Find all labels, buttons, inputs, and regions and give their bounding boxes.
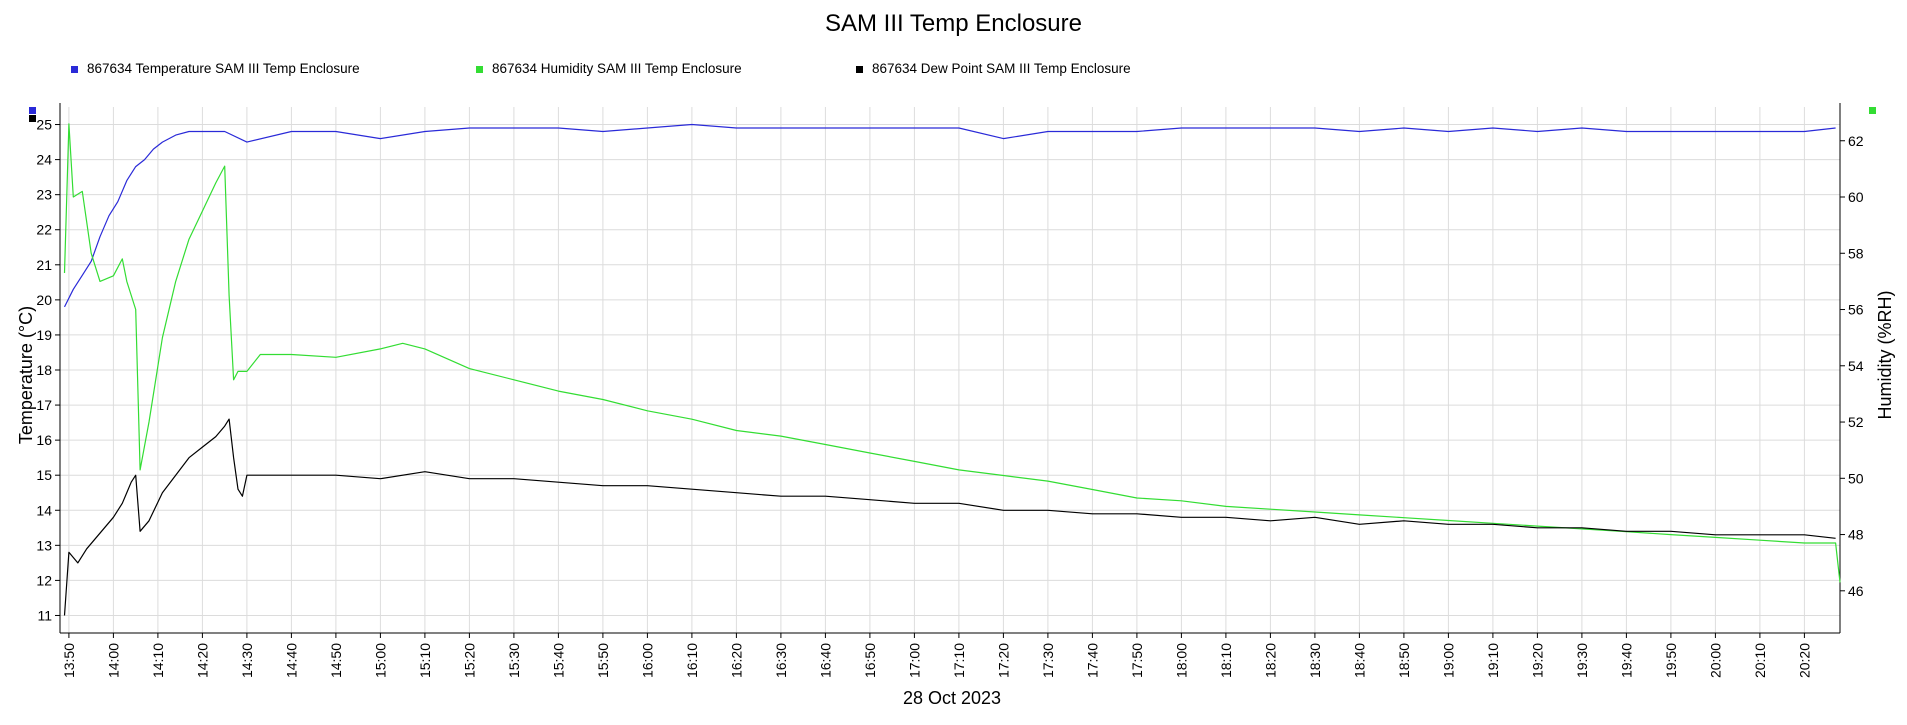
legend-label-dewpoint: 867634 Dew Point SAM III Temp Enclosure <box>872 61 1131 76</box>
x-tick-label: 18:30 <box>1307 643 1323 678</box>
y-tick-label-right: 52 <box>1848 414 1864 430</box>
x-tick-label: 19:00 <box>1440 643 1456 678</box>
legend-item-temperature: 867634 Temperature SAM III Temp Enclosur… <box>71 61 360 76</box>
x-tick-label: 15:00 <box>372 643 388 678</box>
x-tick-label: 14:40 <box>283 643 299 678</box>
x-tick-label: 18:40 <box>1351 643 1367 678</box>
legend-item-humidity: 867634 Humidity SAM III Temp Enclosure <box>476 61 742 76</box>
x-tick-label: 17:10 <box>951 643 967 678</box>
y-tick-label-right: 48 <box>1848 527 1864 543</box>
x-tick-label: 16:20 <box>728 643 744 678</box>
x-tick-label: 17:40 <box>1084 643 1100 678</box>
left-axis-dewpoint-marker <box>29 115 36 122</box>
x-tick-label: 18:20 <box>1262 643 1278 678</box>
y-tick-label-left: 23 <box>36 187 52 203</box>
y-tick-label-right: 58 <box>1848 245 1864 261</box>
y-tick-label-left: 14 <box>36 502 52 518</box>
x-tick-label: 15:50 <box>595 643 611 678</box>
y-tick-label-left: 25 <box>36 117 52 133</box>
dewpoint-swatch <box>856 65 863 73</box>
x-tick-label: 16:40 <box>817 643 833 678</box>
y-tick-label-left: 15 <box>36 467 52 483</box>
y-tick-label-right: 46 <box>1848 583 1864 599</box>
x-tick-label: 17:20 <box>995 643 1011 678</box>
legend-label-temperature: 867634 Temperature SAM III Temp Enclosur… <box>87 61 360 76</box>
humidity-line <box>63 123 1841 583</box>
x-tick-label: 16:10 <box>684 643 700 678</box>
y-axis-title-left: Temperature (°C) <box>16 306 36 444</box>
x-tick-label: 20:20 <box>1796 643 1812 678</box>
x-tick-label: 18:10 <box>1218 643 1234 678</box>
y-tick-label-left: 18 <box>36 362 52 378</box>
y-tick-label-right: 50 <box>1848 470 1864 486</box>
y-tick-label-left: 16 <box>36 432 52 448</box>
left-axis-temperature-marker <box>29 107 36 114</box>
y-tick-label-right: 56 <box>1848 302 1864 318</box>
temperature-swatch <box>71 65 78 73</box>
x-tick-label: 14:20 <box>194 643 210 678</box>
y-tick-label-left: 17 <box>36 397 52 413</box>
x-tick-label: 17:30 <box>1040 643 1056 678</box>
x-tick-label: 18:00 <box>1173 643 1189 678</box>
x-tick-label: 15:10 <box>417 643 433 678</box>
y-tick-label-right: 62 <box>1848 133 1864 149</box>
dewpoint-line <box>63 418 1836 616</box>
x-tick-label: 19:40 <box>1618 643 1634 678</box>
x-tick-label: 20:00 <box>1707 643 1723 678</box>
x-tick-label: 14:50 <box>328 643 344 678</box>
plot-area <box>63 123 1841 616</box>
x-axis-title: 28 Oct 2023 <box>903 688 1001 708</box>
y-axis-title-right: Humidity (%RH) <box>1875 290 1895 419</box>
chart-title: SAM III Temp Enclosure <box>825 10 1082 37</box>
x-tick-label: 15:40 <box>550 643 566 678</box>
grid <box>60 107 1840 633</box>
x-tick-label: 20:10 <box>1752 643 1768 678</box>
x-tick-label: 19:10 <box>1485 643 1501 678</box>
temperature-line <box>63 123 1836 308</box>
y-tick-label-left: 12 <box>36 572 52 588</box>
x-tick-label: 16:30 <box>773 643 789 678</box>
y-tick-label-left: 21 <box>36 257 52 273</box>
x-tick-label: 18:50 <box>1396 643 1412 678</box>
x-tick-label: 16:50 <box>862 643 878 678</box>
axes: 13:50 14:00 14:10 14:20 14:30 14:40 14:50 15:00… <box>29 103 1876 678</box>
x-tick-label: 14:00 <box>105 643 121 678</box>
y-tick-label-left: 22 <box>36 222 52 238</box>
y-tick-label-right: 54 <box>1848 358 1864 374</box>
x-tick-label: 14:30 <box>239 643 255 678</box>
x-tick-label: 17:50 <box>1129 643 1145 678</box>
x-tick-label: 14:10 <box>150 643 166 678</box>
x-tick-label: 16:00 <box>639 643 655 678</box>
y-tick-label-left: 19 <box>36 327 52 343</box>
x-tick-label: 13:50 <box>61 643 77 678</box>
x-tick-label: 19:20 <box>1529 643 1545 678</box>
y-tick-label-left: 13 <box>36 537 52 553</box>
x-tick-label: 19:50 <box>1663 643 1679 678</box>
y-tick-label-right: 60 <box>1848 189 1864 205</box>
y-tick-label-left: 20 <box>36 292 52 308</box>
y-tick-label-left: 24 <box>36 152 52 168</box>
right-axis-humidity-marker <box>1869 107 1876 114</box>
legend-label-humidity: 867634 Humidity SAM III Temp Enclosure <box>492 61 742 76</box>
x-tick-label: 15:30 <box>506 643 522 678</box>
y-tick-label-left: 11 <box>37 607 52 623</box>
x-tick-label: 19:30 <box>1574 643 1590 678</box>
humidity-swatch <box>476 65 483 73</box>
x-tick-label: 17:00 <box>906 643 922 678</box>
legend-item-dewpoint: 867634 Dew Point SAM III Temp Enclosure <box>856 61 1131 76</box>
x-tick-label: 15:20 <box>461 643 477 678</box>
